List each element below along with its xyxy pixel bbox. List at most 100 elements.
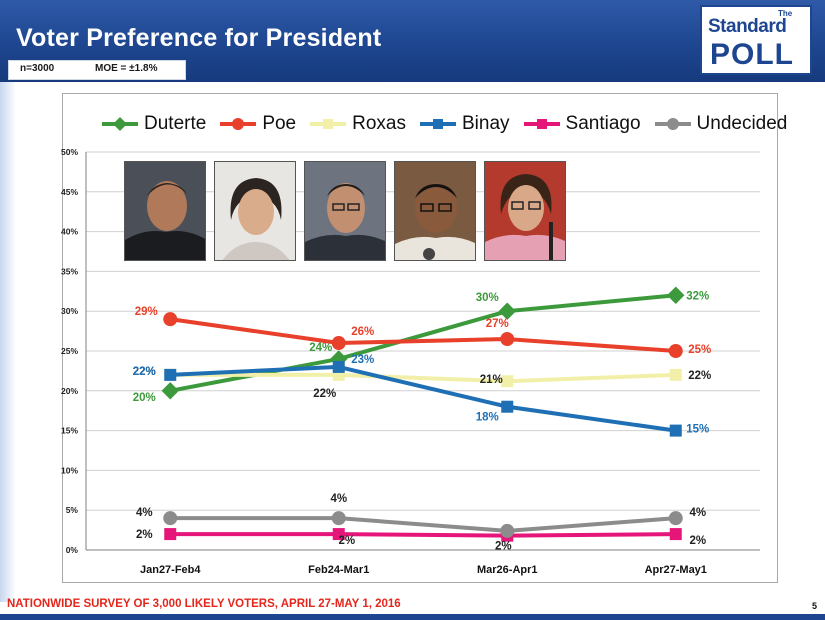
logo-the: The: [778, 9, 793, 18]
data-label: 4%: [136, 507, 153, 519]
legend-item-santiago: Santiago: [522, 113, 641, 135]
data-point: [501, 375, 514, 388]
legend-label: Binay: [461, 113, 510, 134]
x-tick-label: Jan27-Feb4: [140, 564, 201, 576]
header-banner: Voter Preference for President n=3000 MO…: [0, 0, 825, 82]
y-tick-label: 45%: [61, 187, 78, 197]
chart-legend: Duterte Poe Roxas Binay Santiago Undecided: [100, 109, 799, 139]
series-line-undecided: [170, 516, 676, 533]
legend-key: [419, 119, 456, 129]
data-point: [669, 528, 682, 541]
y-tick-label: 10%: [61, 465, 78, 475]
data-point: [669, 424, 682, 437]
data-label: 24%: [309, 342, 332, 354]
data-point: [668, 344, 683, 358]
series-line-santiago: [170, 532, 676, 538]
x-tick-label: Feb24-Mar1: [308, 564, 369, 576]
data-point: [332, 360, 345, 373]
data-label: 32%: [686, 290, 709, 302]
data-label: 27%: [486, 318, 509, 330]
roxas-photo: [304, 161, 386, 261]
data-label: 23%: [351, 354, 374, 366]
binay-photo: [394, 161, 476, 261]
data-label: 25%: [688, 344, 711, 356]
data-point: [669, 368, 682, 381]
data-point: [500, 332, 515, 347]
legend-label: Duterte: [144, 113, 207, 134]
sample-size: n=3000: [20, 63, 55, 74]
legend-key: [654, 118, 691, 130]
y-tick-label: 20%: [61, 386, 78, 396]
bottom-rule: [0, 614, 825, 620]
legend-label: Undecided: [696, 113, 788, 134]
data-point: [500, 523, 515, 538]
y-tick-label: 5%: [66, 505, 79, 515]
page-title: Voter Preference for President: [16, 24, 382, 52]
data-point: [332, 528, 345, 541]
data-label: 2%: [338, 535, 355, 547]
data-point: [164, 368, 177, 381]
legend-item-roxas: Roxas: [308, 113, 406, 135]
legend-item-poe: Poe: [218, 113, 296, 135]
legend-key: [310, 119, 347, 129]
data-point: [163, 312, 178, 327]
survey-footnote: NATIONWIDE SURVEY OF 3,000 LIKELY VOTERS…: [7, 598, 401, 610]
data-label: 2%: [689, 535, 706, 547]
data-point: [498, 302, 516, 320]
legend-label: Roxas: [352, 113, 406, 134]
legend-key: [220, 118, 257, 130]
data-label: 2%: [495, 541, 512, 553]
legend-label: Santiago: [565, 113, 641, 134]
y-tick-label: 0%: [66, 545, 79, 555]
legend-item-undecided: Undecided: [653, 113, 788, 135]
data-point: [161, 382, 179, 400]
data-label: 26%: [351, 326, 374, 338]
legend-key: [102, 117, 138, 131]
santiago-photo: [484, 161, 566, 261]
legend-label: Poe: [262, 113, 297, 134]
data-point: [163, 511, 178, 526]
legend-key: [523, 119, 560, 129]
series-line-roxas: [170, 372, 676, 384]
poe-photo: [214, 161, 296, 261]
data-label: 30%: [476, 292, 499, 304]
y-tick-label: 35%: [61, 266, 78, 276]
series-line-binay: [170, 364, 677, 433]
left-accent-strip: [0, 82, 16, 602]
x-tick-label: Mar26-Apr1: [477, 564, 538, 576]
data-point: [331, 511, 346, 526]
standard-poll-logo: The Standard POLL: [700, 5, 812, 75]
y-tick-label: 25%: [61, 346, 78, 356]
data-label: 2%: [136, 529, 153, 541]
data-point: [501, 400, 514, 413]
y-tick-label: 50%: [61, 147, 78, 157]
data-label: 4%: [330, 493, 347, 505]
legend-item-duterte: Duterte: [100, 113, 206, 135]
data-label: 22%: [133, 366, 156, 378]
logo-poll: POLL: [710, 38, 794, 71]
y-tick-label: 40%: [61, 227, 78, 237]
margin-of-error: MOE = ±1.8%: [95, 63, 158, 74]
legend-item-binay: Binay: [418, 113, 510, 135]
data-label: 20%: [133, 392, 156, 404]
duterte-photo: [124, 161, 206, 261]
data-label: 29%: [135, 306, 158, 318]
data-point: [668, 511, 683, 526]
data-point: [164, 528, 177, 541]
data-label: 22%: [313, 388, 336, 400]
data-label: 4%: [689, 507, 706, 519]
data-label: 21%: [480, 374, 503, 386]
logo-standard: Standard: [708, 16, 787, 37]
data-label: 15%: [686, 424, 709, 436]
series-line-poe: [169, 317, 676, 353]
data-point: [331, 336, 346, 351]
data-label: 22%: [133, 366, 156, 378]
sample-info-bar: n=3000 MOE = ±1.8%: [8, 60, 186, 80]
data-label: 18%: [476, 412, 499, 424]
y-tick-label: 30%: [61, 306, 78, 316]
data-label: 22%: [688, 370, 711, 382]
page-number: 5: [812, 601, 818, 611]
data-point: [667, 286, 685, 304]
x-tick-label: Apr27-May1: [645, 564, 707, 576]
